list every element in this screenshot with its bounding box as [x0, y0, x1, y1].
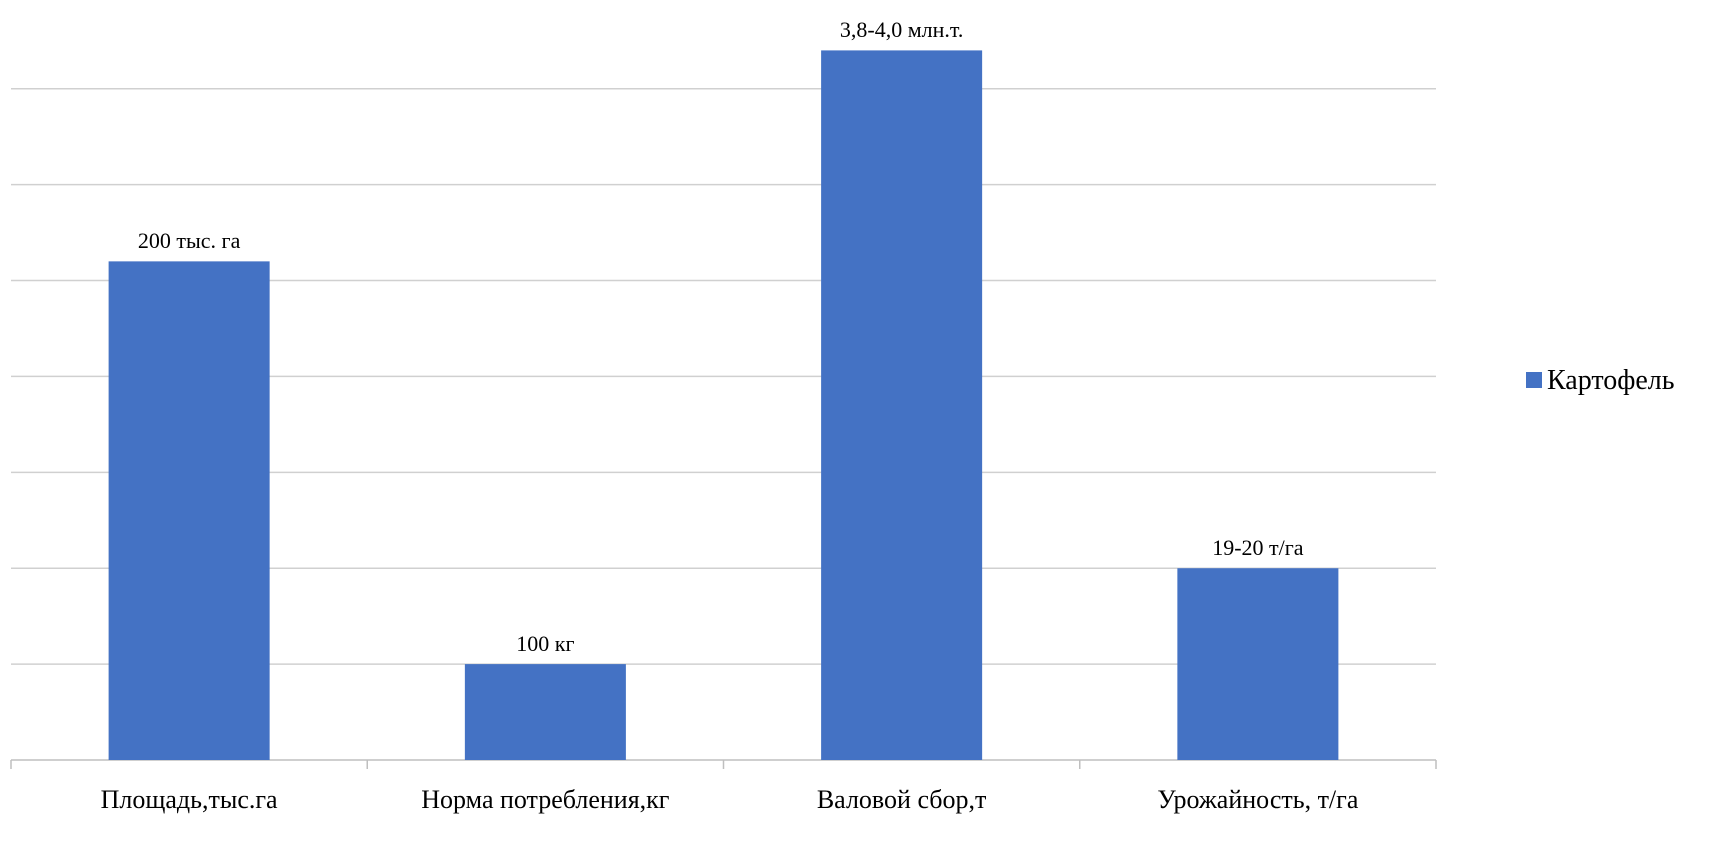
bar: [464, 664, 626, 760]
bar-annotation: 19-20 т/га: [1212, 535, 1304, 561]
legend-label: Картофель: [1547, 365, 1675, 396]
legend-swatch: [1526, 372, 1542, 388]
bar: [108, 261, 270, 760]
bar: [821, 50, 983, 760]
bar-annotation: 200 тыс. га: [137, 228, 241, 254]
bar-annotation: 3,8-4,0 млн.т.: [839, 17, 964, 43]
x-tick-label: Площадь,тыс.га: [100, 785, 278, 814]
x-tick-label: Норма потребления,кг: [421, 785, 670, 814]
bar: [1177, 568, 1339, 760]
x-tick-label: Урожайность, т/га: [1157, 785, 1359, 814]
x-tick-label: Валовой сбор,т: [816, 785, 987, 814]
bar-annotation: 100 кг: [516, 631, 575, 657]
